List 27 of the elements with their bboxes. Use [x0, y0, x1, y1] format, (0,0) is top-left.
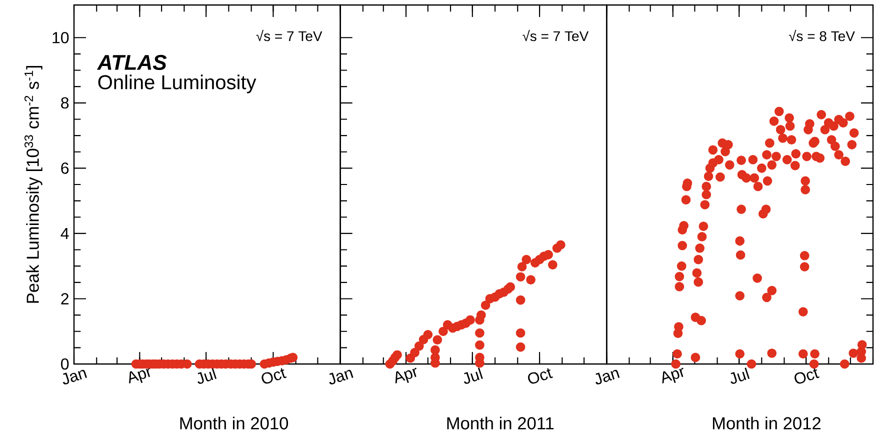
x-axis-title: Month in 2012	[712, 416, 820, 430]
text: ATLAS	[96, 54, 167, 70]
x-tick-label: Oct	[794, 368, 820, 384]
x-tick-label: Apr	[129, 368, 150, 384]
annotation: √s = 7 TeV	[256, 30, 322, 42]
y-tick-label: 4	[60, 228, 69, 239]
x-tick-label: Jan	[329, 370, 354, 384]
x-tick-label: Apr	[662, 368, 684, 384]
y-tick-label: 10	[52, 32, 69, 44]
x-tick-label: Oct	[262, 368, 287, 384]
x-tick-label: Jan	[62, 370, 87, 384]
annotation: √s = 8 TeV	[788, 30, 855, 42]
x-axis-title: Month in 2010	[180, 416, 288, 430]
annotation: √s = 7 TeV	[522, 30, 589, 42]
x-tick-label: Jan	[595, 370, 620, 384]
x-tick-label: Apr	[395, 368, 417, 384]
x-tick-label: Jul	[198, 368, 217, 384]
y-tick-label: 6	[61, 162, 69, 174]
y-tick-label: 2	[61, 293, 68, 304]
x-tick-label: Oct	[528, 368, 553, 384]
x-tick-label: Jul	[464, 368, 483, 384]
y-tick-label: 0	[61, 358, 69, 370]
text: Online Luminosity	[98, 74, 256, 94]
x-tick-label: Jul	[730, 368, 750, 384]
y-axis-title: Peak Luminosity [10$^{33}$ cm$^{-2}$ s$^{-1}$]	[24, 66, 42, 303]
y-tick-label: 8	[61, 97, 69, 109]
x-axis-title: Month in 2011	[447, 416, 554, 430]
